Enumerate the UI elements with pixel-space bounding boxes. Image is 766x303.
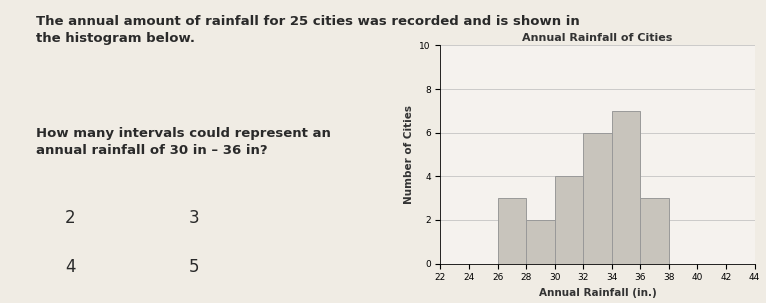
Bar [555,176,583,264]
Text: 3: 3 [189,209,200,227]
Y-axis label: Number of Cities: Number of Cities [404,105,414,204]
Text: How many intervals could represent an
annual rainfall of 30 in – 36 in?: How many intervals could represent an an… [36,127,331,157]
Text: 5: 5 [189,258,200,276]
Bar [498,198,526,264]
Bar [640,198,669,264]
Bar [583,133,612,264]
Title: Annual Rainfall of Cities: Annual Rainfall of Cities [522,33,673,43]
Bar [612,111,640,264]
X-axis label: Annual Rainfall (in.): Annual Rainfall (in.) [538,288,656,298]
Bar [526,220,555,264]
Text: 4: 4 [65,258,76,276]
Text: 2: 2 [65,209,76,227]
Text: The annual amount of rainfall for 25 cities was recorded and is shown in
the his: The annual amount of rainfall for 25 cit… [36,15,580,45]
